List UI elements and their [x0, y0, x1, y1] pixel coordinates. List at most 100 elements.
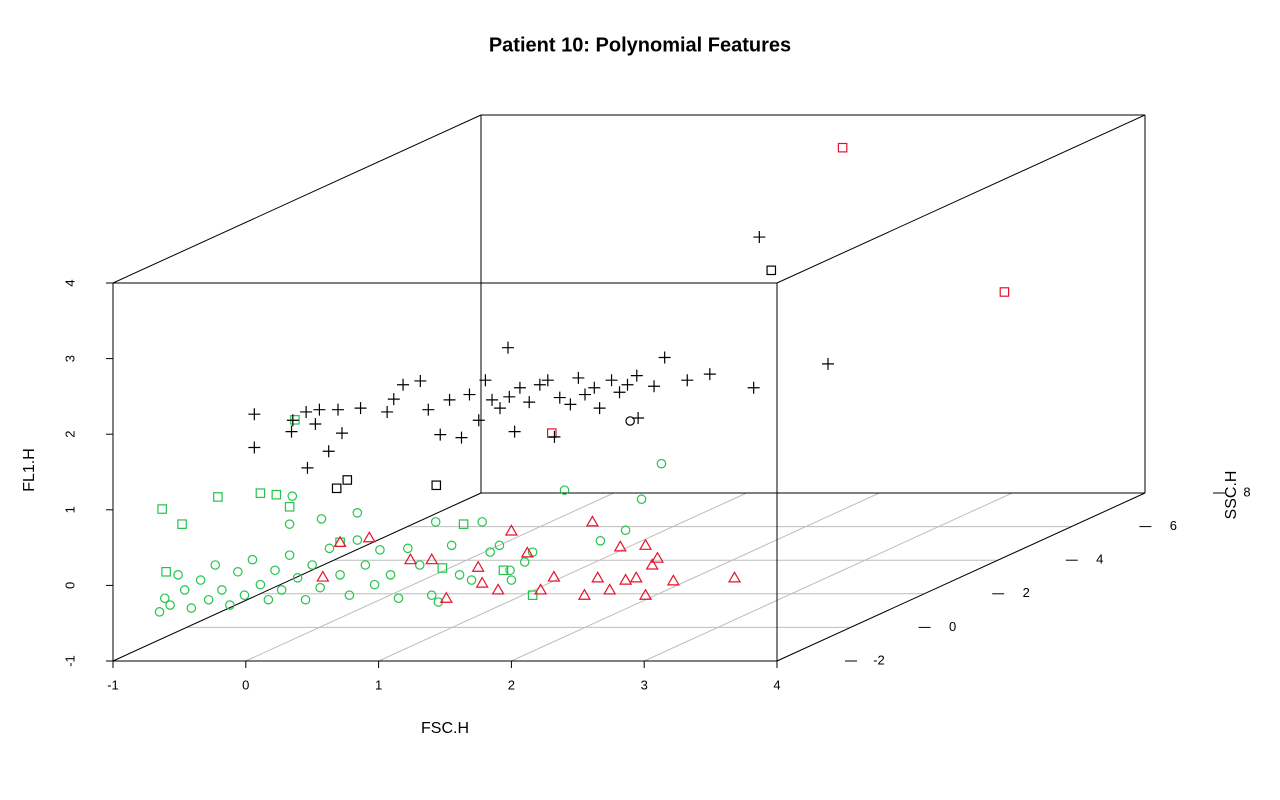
point	[154, 607, 165, 617]
point	[331, 403, 344, 416]
point	[315, 582, 325, 593]
point	[559, 485, 570, 495]
point	[603, 583, 617, 595]
point	[727, 571, 742, 583]
point	[362, 531, 376, 543]
point	[313, 403, 326, 416]
point	[344, 590, 355, 601]
point	[636, 494, 647, 505]
point	[458, 519, 469, 529]
point	[656, 458, 667, 469]
point	[534, 583, 548, 595]
x-axis-title: FSC.H	[421, 720, 469, 737]
y-tick-label: 0	[949, 619, 956, 634]
point	[324, 543, 335, 554]
point	[233, 566, 243, 577]
point	[173, 570, 183, 580]
point	[638, 588, 653, 600]
point	[352, 535, 363, 545]
point	[572, 371, 585, 384]
point	[501, 341, 514, 354]
grid-line	[245, 492, 615, 662]
point	[430, 517, 441, 527]
point	[307, 560, 317, 570]
point	[248, 441, 261, 454]
point	[271, 489, 282, 500]
point	[316, 570, 330, 582]
chart-title: Patient 10: Polynomial Features	[489, 34, 791, 56]
z-tick-label: 0	[62, 582, 77, 589]
point	[387, 393, 400, 406]
point	[479, 374, 492, 387]
z-tick-label: 4	[62, 279, 77, 286]
point	[591, 571, 605, 583]
grid-line	[643, 492, 1013, 662]
point	[285, 425, 298, 438]
box-edge	[112, 114, 482, 284]
point	[519, 557, 530, 567]
point	[186, 603, 197, 613]
point	[579, 388, 591, 401]
point	[255, 579, 266, 590]
point	[443, 393, 456, 406]
y-tick-label: -2	[873, 652, 885, 667]
point	[747, 381, 760, 394]
point	[494, 402, 507, 415]
point	[213, 492, 223, 502]
point	[284, 519, 295, 529]
z-tick-label: 1	[62, 506, 77, 513]
point	[621, 378, 634, 391]
y-tick-label: 6	[1170, 518, 1177, 533]
point	[239, 590, 250, 601]
point	[301, 461, 314, 474]
point	[248, 408, 261, 421]
point	[217, 585, 227, 595]
point	[210, 560, 221, 570]
point	[165, 600, 175, 610]
point	[547, 570, 561, 582]
point	[431, 480, 442, 491]
point	[625, 416, 635, 426]
point	[508, 425, 521, 438]
point	[322, 445, 335, 458]
point	[381, 405, 394, 418]
point	[195, 575, 206, 585]
point	[434, 428, 447, 441]
point	[503, 390, 516, 403]
point	[821, 357, 834, 370]
point	[650, 551, 665, 563]
point	[619, 573, 633, 585]
point	[513, 381, 526, 394]
point	[593, 402, 606, 415]
point	[485, 547, 495, 557]
point	[225, 600, 235, 610]
z-axis-title: FL1.H	[21, 448, 38, 492]
box-edge	[776, 492, 1146, 662]
point	[648, 380, 661, 393]
point	[393, 593, 404, 604]
point	[159, 593, 170, 604]
point	[439, 591, 453, 603]
point	[331, 483, 342, 494]
point	[486, 393, 499, 406]
point	[276, 585, 287, 595]
point	[385, 570, 396, 580]
x-tick-label: 0	[242, 677, 249, 692]
point	[523, 396, 536, 409]
point	[335, 570, 345, 580]
point	[629, 571, 643, 583]
point	[504, 524, 518, 536]
grid-line	[511, 492, 880, 662]
point	[595, 535, 606, 546]
grid-line	[378, 492, 747, 662]
point	[247, 554, 258, 565]
point	[471, 560, 485, 572]
point	[403, 543, 413, 554]
point	[553, 391, 566, 404]
point	[613, 386, 626, 399]
point	[681, 374, 694, 387]
point	[300, 594, 311, 605]
point	[585, 515, 599, 527]
point	[455, 431, 468, 444]
